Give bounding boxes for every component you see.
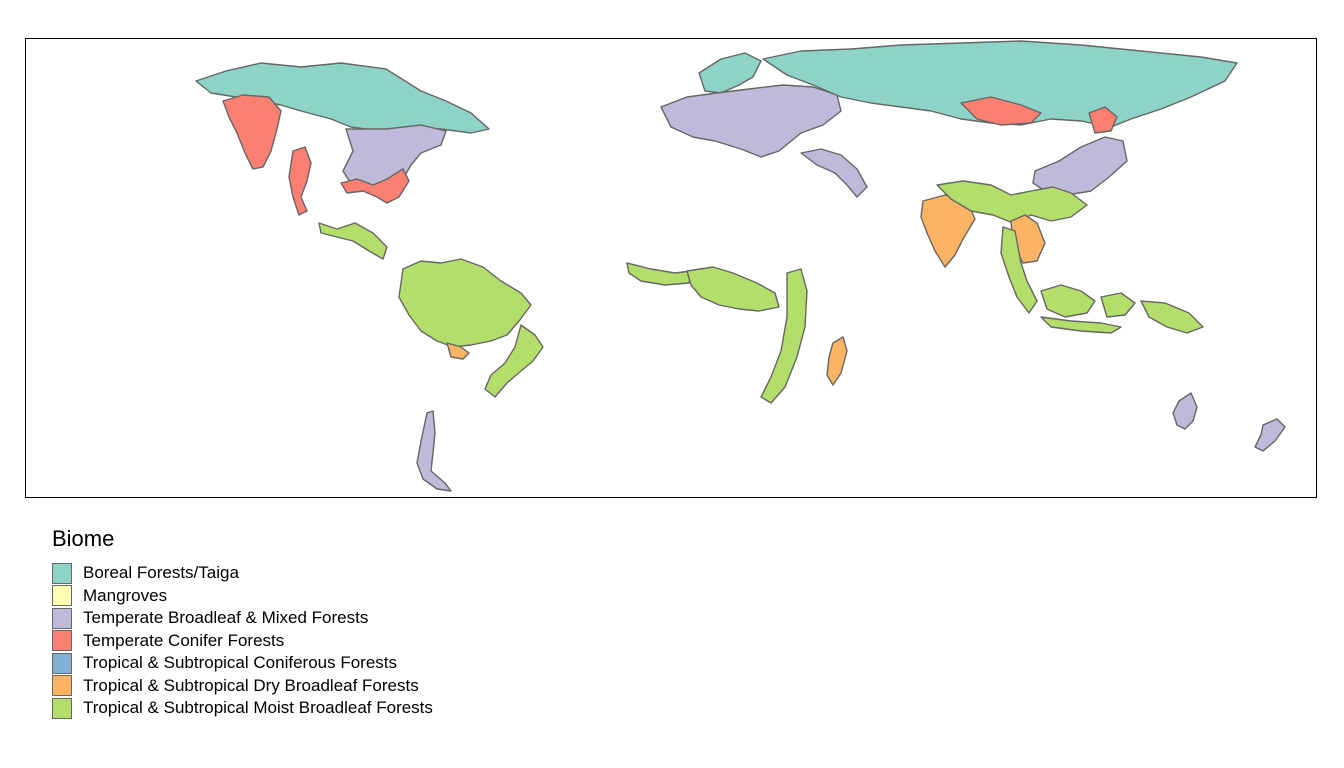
legend-label: Tropical & Subtropical Dry Broadleaf For…: [83, 675, 419, 695]
region-moist-east-africa: [760, 268, 808, 404]
legend-item-temperate-conifer: Temperate Conifer Forests: [52, 630, 433, 653]
legend-swatch: [52, 697, 72, 719]
region-broadleaf-caucasus: [800, 148, 868, 198]
legend: Biome Boreal Forests/Taiga Mangroves Tem…: [52, 526, 433, 720]
legend-item-mangroves: Mangroves: [52, 585, 433, 608]
region-moist-southeast-asia: [1000, 226, 1038, 314]
legend-label: Temperate Broadleaf & Mixed Forests: [83, 608, 369, 628]
legend-label: Boreal Forests/Taiga: [83, 563, 239, 583]
legend-item-tropical-coniferous: Tropical & Subtropical Coniferous Forest…: [52, 652, 433, 675]
region-moist-atlantic-forest: [484, 324, 544, 398]
region-conifer-southeast-us: [340, 168, 410, 204]
region-conifer-siberia: [960, 96, 1118, 134]
legend-item-boreal: Boreal Forests/Taiga: [52, 562, 433, 585]
legend-title: Biome: [52, 526, 115, 551]
region-moist-amazon: [398, 258, 532, 348]
region-moist-central-america: [318, 222, 388, 260]
region-dry-south-america: [446, 342, 470, 360]
region-broadleaf-australia: [1172, 392, 1198, 430]
legend-item-temperate-broadleaf: Temperate Broadleaf & Mixed Forests: [52, 607, 433, 630]
legend-label: Temperate Conifer Forests: [83, 630, 285, 650]
legend-label: Tropical & Subtropical Moist Broadleaf F…: [83, 698, 433, 718]
legend-swatch: [52, 630, 72, 652]
region-dry-madagascar: [826, 336, 848, 386]
region-broadleaf-east-asia: [1032, 136, 1128, 196]
region-conifer-pacific-northwest: [222, 94, 282, 170]
region-boreal-scandinavia: [698, 52, 762, 94]
legend-swatch: [52, 585, 72, 607]
legend-label: Mangroves: [83, 585, 168, 605]
region-moist-new-guinea: [1140, 300, 1204, 334]
world-map[interactable]: [25, 38, 1317, 498]
region-broadleaf-europe: [660, 84, 842, 158]
legend-swatch: [52, 607, 72, 629]
region-boreal-siberia: [762, 40, 1238, 128]
legend-label: Tropical & Subtropical Coniferous Forest…: [83, 653, 398, 673]
legend-swatch: [52, 562, 72, 584]
legend-item-tropical-moist: Tropical & Subtropical Moist Broadleaf F…: [52, 697, 433, 720]
legend-swatch: [52, 675, 72, 697]
map-canvas: [195, 40, 1286, 492]
region-broadleaf-patagonia: [416, 410, 452, 492]
region-broadleaf-new-zealand: [1254, 418, 1286, 452]
region-broadleaf-eastern-north-america: [342, 124, 447, 194]
region-moist-west-africa: [626, 262, 692, 286]
region-moist-south-asia: [936, 180, 1088, 224]
region-moist-indonesia: [1040, 284, 1136, 334]
legend-item-tropical-dry: Tropical & Subtropical Dry Broadleaf For…: [52, 675, 433, 698]
legend-swatch: [52, 652, 72, 674]
region-conifer-mexico: [288, 146, 312, 216]
region-moist-central-africa: [686, 266, 780, 312]
